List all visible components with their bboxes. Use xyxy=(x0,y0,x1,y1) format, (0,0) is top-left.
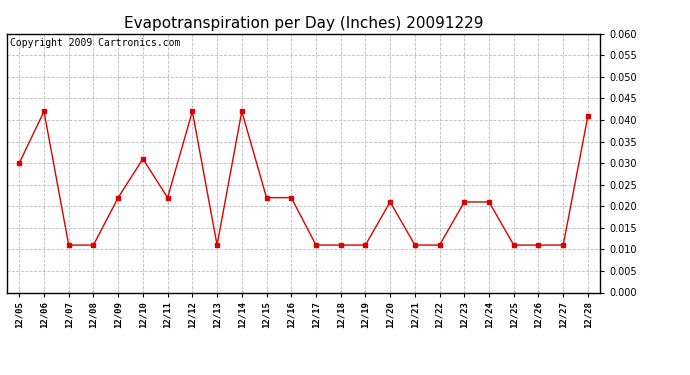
Title: Evapotranspiration per Day (Inches) 20091229: Evapotranspiration per Day (Inches) 2009… xyxy=(124,16,484,31)
Text: Copyright 2009 Cartronics.com: Copyright 2009 Cartronics.com xyxy=(10,38,180,48)
